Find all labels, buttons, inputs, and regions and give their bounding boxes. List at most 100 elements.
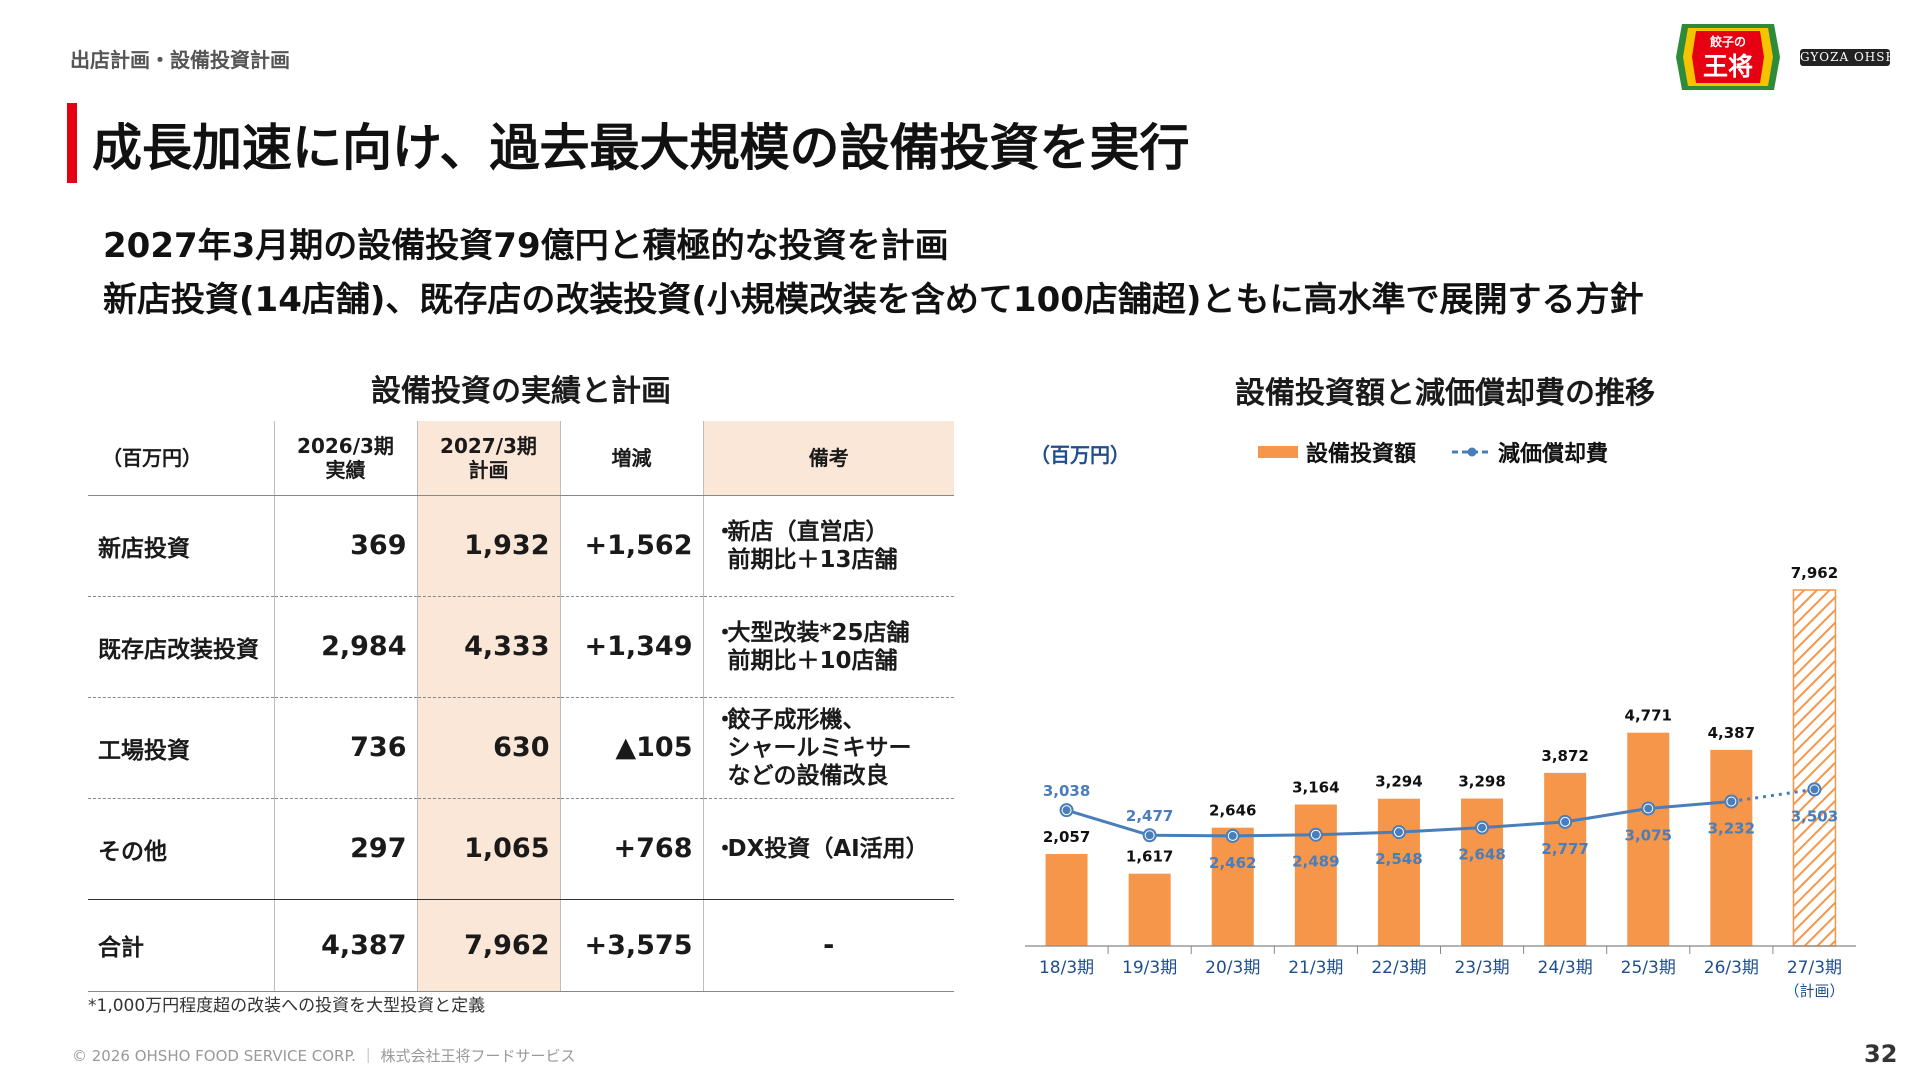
chart-legend: 設備投資額 減価償却費 <box>1258 441 1608 467</box>
gyoza-ohsho-logo: 餃子の 王将 <box>1676 24 1780 90</box>
capex-bar <box>1377 798 1420 946</box>
depreciation-line-plan <box>1731 787 1815 803</box>
note-line: 大型改装*25店舗 <box>727 619 910 646</box>
chart-line <box>1059 782 1822 843</box>
depreciation-point <box>1561 817 1570 826</box>
capex-bar <box>1710 749 1753 946</box>
capex-bar <box>1045 854 1088 946</box>
depreciation-value-label: 2,777 <box>1541 840 1588 858</box>
gyoza-ohsho-sub-logo: GYOZA OHSHO <box>1800 49 1908 66</box>
depreciation-value-label: 3,075 <box>1625 827 1672 845</box>
total-change: +3,575 <box>559 899 703 992</box>
row-change: +1,349 <box>559 596 703 698</box>
x-tick-label: 27/3期 <box>1787 958 1842 978</box>
x-tick-label: 24/3期 <box>1538 958 1593 978</box>
header-actual-period: 2026/3期 <box>297 433 394 458</box>
table-row: 工場投資 736 630 ▲105 ・餃子成形機、 シャールミキサー などの設備改良 <box>88 697 954 799</box>
capex-value-label: 4,771 <box>1625 707 1672 725</box>
capex-bar <box>1128 873 1171 946</box>
table-row: その他 297 1,065 +768 ・ DX投資（AI活用） <box>88 798 954 900</box>
row-actual: 2,984 <box>273 596 417 698</box>
table-header-row: （百万円） 2026/3期 実績 2027/3期 計画 増減 備考 <box>88 421 954 496</box>
x-tick-label: 22/3期 <box>1371 958 1426 978</box>
chart-title: 設備投資額と減価償却費の推移 <box>1235 376 1655 411</box>
title-accent-bar <box>67 103 77 183</box>
capex-value-label: 2,057 <box>1043 828 1090 846</box>
header-unit: （百万円） <box>88 421 274 496</box>
lead-line-1: 2027年3月期の設備投資79億円と積極的な投資を計画 <box>103 226 949 266</box>
row-note: ・新店（直営店） 前期比＋13店舗 <box>702 495 954 597</box>
chart-bar-labels: 2,057 1,617 2,646 3,164 3,294 3,298 3,872 4,771… <box>1043 564 1838 866</box>
note-line: シャールミキサー <box>727 734 912 761</box>
table-row: 既存店改装投資 2,984 4,333 +1,349 ・大型改装*25店舗 前期比… <box>88 596 954 698</box>
x-tick-label: 26/3期 <box>1704 958 1759 978</box>
page-number: 32 <box>1864 1040 1898 1068</box>
table-title: 設備投資の実績と計画 <box>371 374 671 409</box>
depreciation-point <box>1478 823 1487 832</box>
capex-value-label: 3,294 <box>1375 773 1422 791</box>
row-change: +1,562 <box>559 495 703 597</box>
note-line: DX投資（AI活用） <box>727 835 929 862</box>
capex-value-label: 4,387 <box>1708 724 1755 742</box>
capex-value-label: 7,962 <box>1791 564 1838 582</box>
copyright: © 2026 OHSHO FOOD SERVICE CORP. ｜ 株式会社王将… <box>72 1047 576 1065</box>
row-plan: 630 <box>416 697 560 799</box>
note-line: 前期比＋13店舗 <box>727 546 898 573</box>
note-line: 餃子成形機、 <box>727 706 866 733</box>
header-plan-label: 計画 <box>468 457 509 482</box>
chart-line-labels: 3,038 2,477 2,462 2,489 2,548 2,648 2,777 3,075… <box>1043 782 1838 872</box>
capex-value-label: 3,164 <box>1292 779 1339 797</box>
depreciation-value-label: 3,503 <box>1791 807 1838 825</box>
depreciation-point <box>1810 785 1819 794</box>
capex-bar <box>1544 772 1587 946</box>
capex-bar <box>1294 804 1337 946</box>
depreciation-point <box>1644 804 1653 813</box>
row-change: ▲105 <box>559 697 703 799</box>
total-note: - <box>702 899 954 992</box>
depreciation-point <box>1062 806 1071 815</box>
lead-line-2: 新店投資(14店舗)、既存店の改装投資(小規模改装を含めて100店舗超)ともに高… <box>103 280 1644 320</box>
row-note: ・ DX投資（AI活用） <box>702 798 954 900</box>
depreciation-point <box>1311 830 1320 839</box>
total-label: 合計 <box>88 899 274 992</box>
row-actual: 736 <box>273 697 417 799</box>
depreciation-value-label: 2,648 <box>1458 846 1505 864</box>
row-label: その他 <box>88 798 274 900</box>
total-actual: 4,387 <box>273 899 417 992</box>
x-tick-label: 18/3期 <box>1039 958 1094 978</box>
chart-unit-label: （百万円） <box>1030 443 1130 467</box>
capex-value-label: 3,872 <box>1541 747 1588 765</box>
x-tick-sublabel: （計画） <box>1784 982 1844 1000</box>
x-tick-label: 25/3期 <box>1621 958 1676 978</box>
depreciation-point <box>1394 828 1403 837</box>
row-actual: 369 <box>273 495 417 597</box>
logo-red-field <box>1692 31 1764 83</box>
total-plan: 7,962 <box>416 899 560 992</box>
capex-bar <box>1211 827 1254 946</box>
legend-label-capex: 設備投資額 <box>1306 441 1416 467</box>
capex-bar <box>1792 589 1837 947</box>
depreciation-point <box>1145 831 1154 840</box>
table-total-row: 合計 4,387 7,962 +3,575 - <box>88 899 954 992</box>
depreciation-value-label: 2,548 <box>1375 850 1422 868</box>
note-line: 前期比＋10店舗 <box>727 647 898 674</box>
row-label: 新店投資 <box>88 495 274 597</box>
legend-label-depr: 減価償却費 <box>1498 442 1608 467</box>
row-plan: 4,333 <box>416 596 560 698</box>
depreciation-value-label: 2,477 <box>1126 807 1173 825</box>
header-actual: 2026/3期 実績 <box>273 421 417 496</box>
row-label: 既存店改装投資 <box>88 596 274 698</box>
depreciation-point <box>1228 831 1237 840</box>
capex-value-label: 3,298 <box>1458 773 1505 791</box>
table-row: 新店投資 369 1,932 +1,562 ・新店（直営店） 前期比＋13店舗 <box>88 495 954 597</box>
row-plan: 1,065 <box>416 798 560 900</box>
x-tick-label: 21/3期 <box>1288 958 1343 978</box>
depreciation-value-label: 3,038 <box>1043 782 1090 800</box>
table-footnote: *1,000万円程度超の改装への投資を大型投資と定義 <box>88 996 486 1016</box>
page-title: 成長加速に向け、過去最大規模の設備投資を実行 <box>92 119 1190 177</box>
header-change: 増減 <box>559 421 703 496</box>
row-plan: 1,932 <box>416 495 560 597</box>
header-plan-period: 2027/3期 <box>440 433 537 458</box>
row-change: +768 <box>559 798 703 900</box>
